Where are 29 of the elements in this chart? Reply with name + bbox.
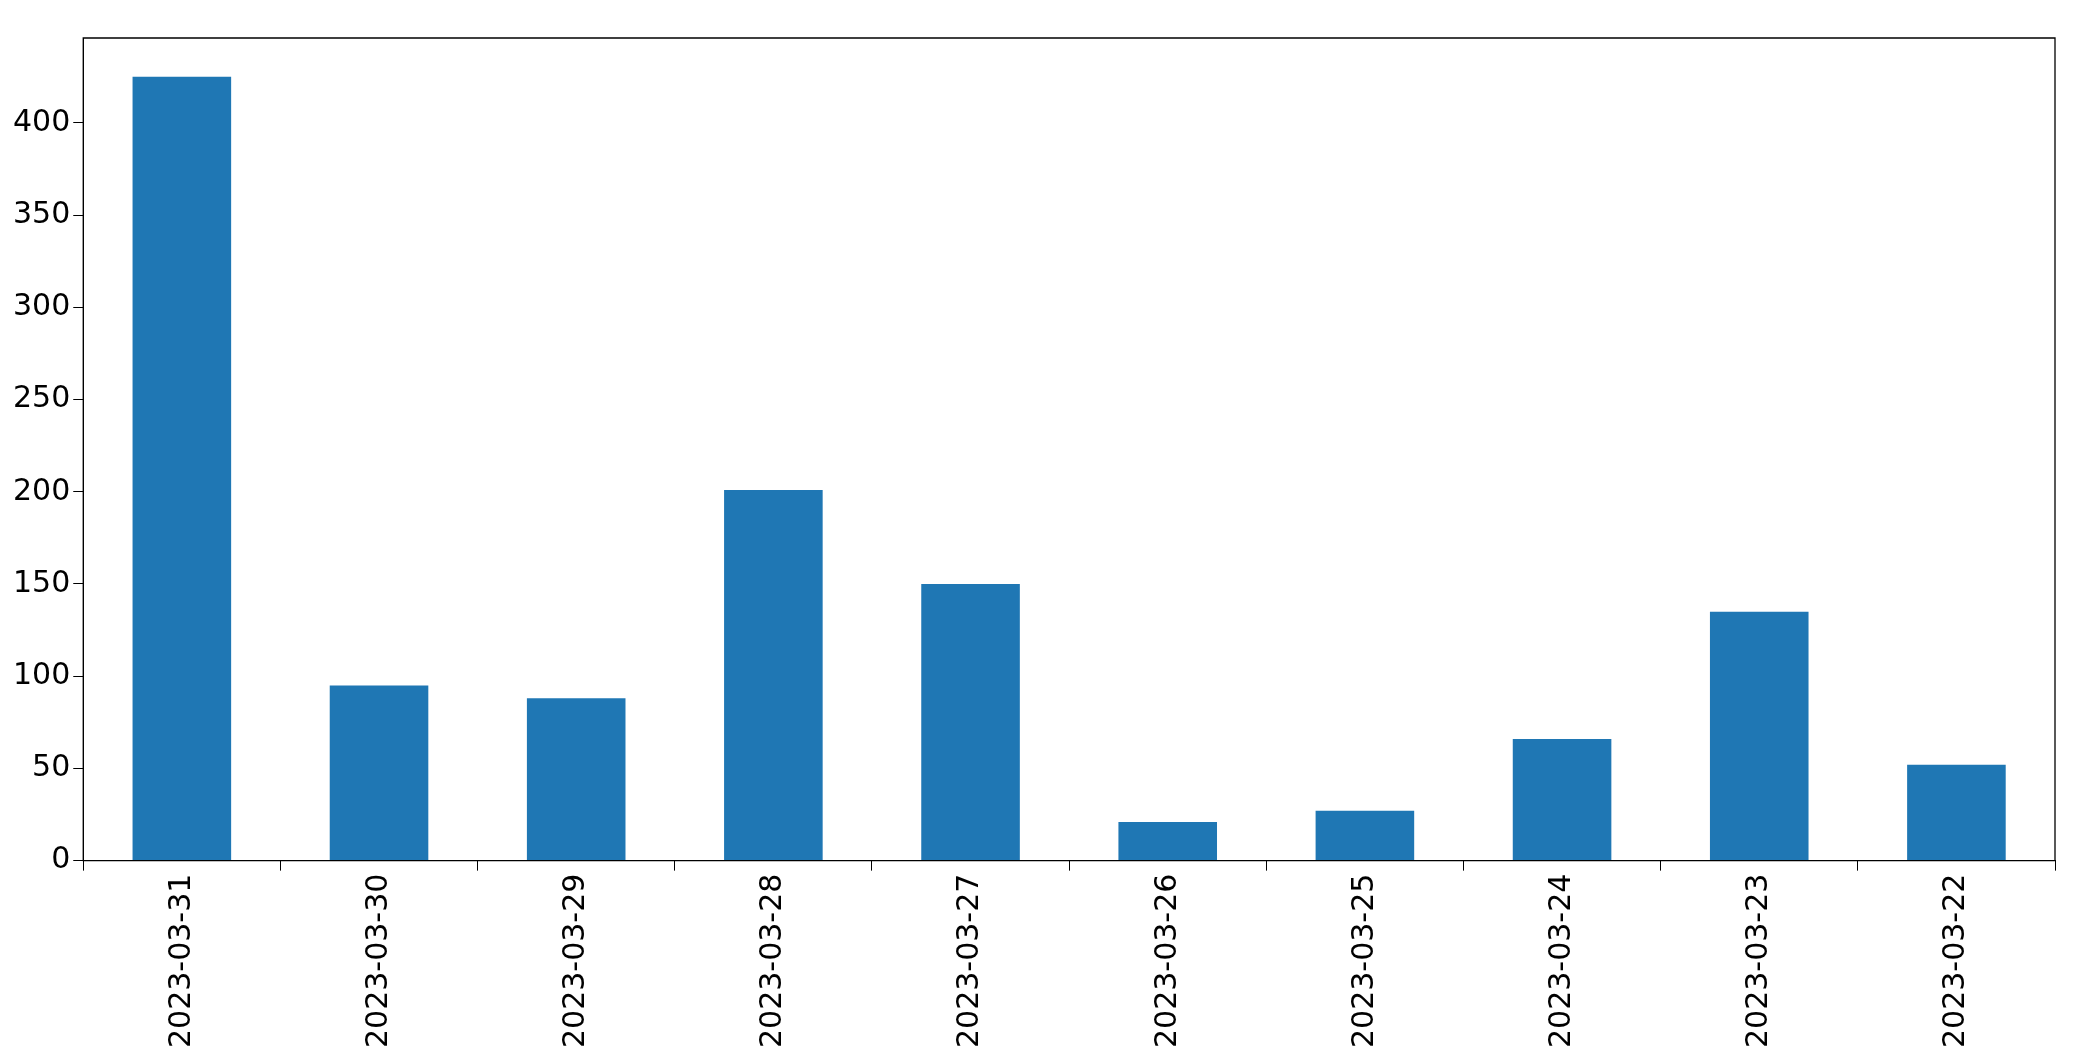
y-tick-label: 400 <box>13 102 71 138</box>
y-tick-label: 150 <box>13 563 71 599</box>
y-tick-label: 300 <box>13 287 71 323</box>
y-tick-label: 200 <box>13 471 71 507</box>
bar <box>1512 738 1612 861</box>
y-tick-label: 50 <box>32 748 71 784</box>
y-tick-label: 100 <box>13 656 71 691</box>
y-tick-label: 250 <box>13 379 71 415</box>
bar <box>526 698 626 861</box>
bar <box>1709 611 1809 861</box>
x-tick-label: 2023-03-27 <box>950 873 986 1049</box>
x-tick-label: 2023-03-25 <box>1344 873 1380 1049</box>
y-tick-label: 0 <box>51 840 71 876</box>
x-tick-label: 2023-03-24 <box>1541 873 1577 1049</box>
x-tick-label: 2023-03-31 <box>161 873 197 1049</box>
bar <box>1118 821 1218 861</box>
x-tick-label: 2023-03-28 <box>753 873 789 1049</box>
bar <box>329 685 429 861</box>
bar <box>132 76 232 861</box>
bar <box>1907 764 2006 861</box>
x-tick-label: 2023-03-26 <box>1147 873 1183 1049</box>
bar <box>724 489 823 861</box>
x-tick-label: 2023-03-29 <box>555 873 591 1049</box>
x-tick-label: 2023-03-22 <box>1936 873 1972 1049</box>
x-tick-label: 2023-03-30 <box>358 873 394 1049</box>
x-tick-label: 2023-03-23 <box>1739 873 1775 1049</box>
bar <box>1315 810 1415 861</box>
bar <box>921 583 1020 861</box>
y-tick-label: 350 <box>13 194 71 230</box>
